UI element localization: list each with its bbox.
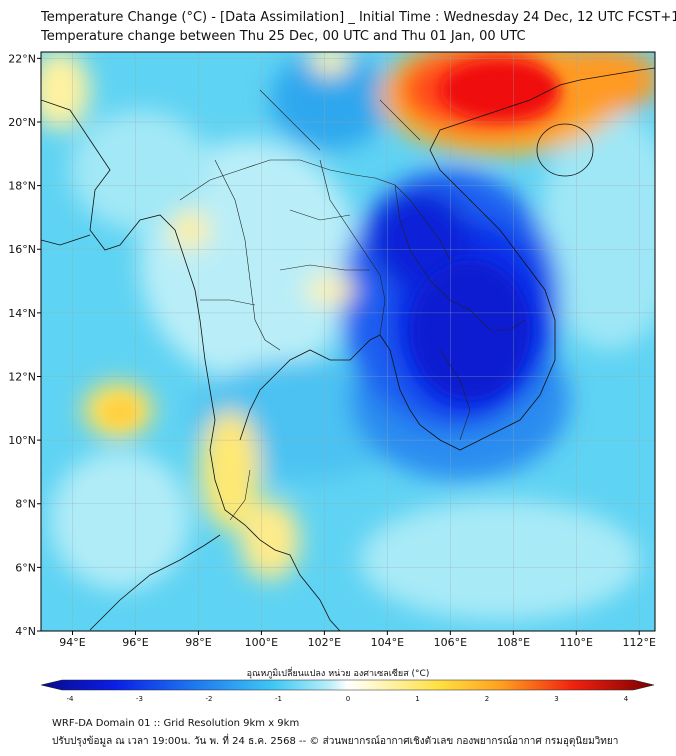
colorbar-tick-label: -4 [67,695,75,703]
colorbar-ticks: -4 -3 -2 -1 0 1 2 3 4 [67,695,629,703]
colorbar-tick-label: 4 [624,695,629,703]
colorbar-tick-label: -2 [206,695,213,703]
latitude-ticks: 4°N 6°N 8°N 10°N 12°N 14°N 16°N 18°N 20°N 22°N [8,52,41,638]
lat-tick-label: 12°N [8,370,36,383]
colorbar: -4 -3 -2 -1 0 1 2 3 4 [40,679,655,703]
footer-model-info: WRF-DA Domain 01 :: Grid Resolution 9km … [52,718,300,729]
chart-subtitle: Temperature change between Thu 25 Dec, 0… [41,29,526,44]
lon-tick-label: 108°E [497,636,530,649]
lat-tick-label: 22°N [8,52,36,65]
temperature-change-map: 94°E 96°E 98°E 100°E 102°E 104°E 106°E 108°E 110… [8,51,656,649]
lon-tick-label: 110°E [560,636,593,649]
lat-tick-label: 4°N [15,625,36,638]
map-area [41,52,655,631]
lat-tick-label: 16°N [8,243,36,256]
colorbar-tick-label: -3 [136,695,143,703]
lon-tick-label: 94°E [59,636,85,649]
lon-tick-label: 112°E [623,636,656,649]
colorbar-tick-label: 2 [485,695,489,703]
lat-tick-label: 20°N [8,116,36,129]
map-frame [40,51,656,632]
lat-tick-label: 10°N [8,434,36,447]
lat-tick-label: 14°N [8,307,36,320]
borders [179,89,526,521]
lat-tick-label: 18°N [8,180,36,193]
lon-tick-label: 100°E [245,636,278,649]
chart-title: Temperature Change (°C) - [Data Assimila… [41,10,676,25]
footer-credit: ปรับปรุงข้อมูล ณ เวลา 19:00น. วัน พ. ที่… [52,736,619,747]
lon-tick-label: 104°E [371,636,404,649]
lat-tick-label: 6°N [15,561,36,574]
coastlines [41,67,655,631]
colorbar-title: อุณหภูมิเปลี่ยนแปลง หน่วย องศาเซลเซียส (… [246,669,430,679]
colorbar-tick-label: 1 [415,695,419,703]
colorbar-tick-label: -1 [275,695,282,703]
colorbar-tick-label: 0 [346,695,350,703]
lat-tick-label: 8°N [15,498,36,511]
lon-tick-label: 102°E [308,636,341,649]
colorbar-bar [40,679,655,691]
lon-tick-label: 98°E [185,636,211,649]
lon-tick-label: 96°E [122,636,148,649]
colorbar-tick-label: 3 [554,695,558,703]
lon-tick-label: 106°E [434,636,467,649]
longitude-ticks: 94°E 96°E 98°E 100°E 102°E 104°E 106°E 108°E 110… [59,631,656,649]
